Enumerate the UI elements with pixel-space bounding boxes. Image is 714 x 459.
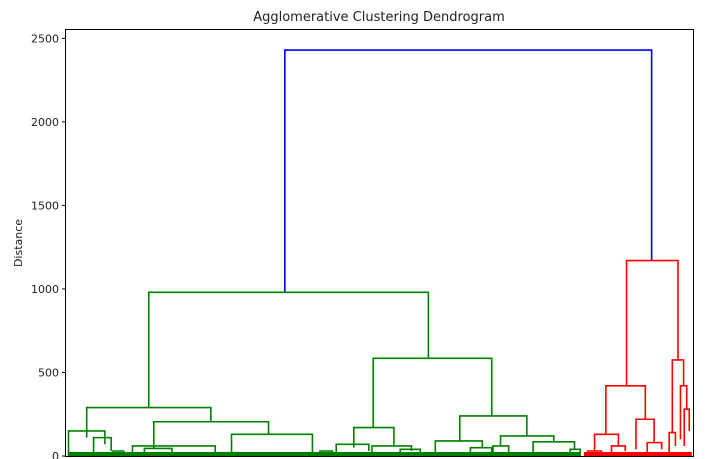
dendrogram-link xyxy=(131,445,217,456)
dendrogram-link xyxy=(499,435,555,446)
dendrogram-link xyxy=(668,431,677,456)
y-tick-label: 2000 xyxy=(31,116,59,129)
dendrogram-link xyxy=(226,451,241,456)
y-tick-label: 0 xyxy=(52,450,59,459)
dendrogram-link xyxy=(85,406,212,438)
dendrogram-link xyxy=(335,443,370,453)
dendrogram-link xyxy=(371,445,413,456)
dendrogram-link xyxy=(610,445,627,456)
dendrogram-link xyxy=(112,450,125,456)
dendrogram-link xyxy=(679,385,688,440)
dendrogram-link xyxy=(532,441,576,456)
dendrogram-link xyxy=(492,445,510,456)
dendrogram-link xyxy=(230,433,314,456)
dendrogram-link xyxy=(434,440,484,456)
dendrogram-link xyxy=(143,447,173,456)
dendrogram-link xyxy=(671,359,685,433)
dendrogram-link xyxy=(399,448,422,456)
dendrogram-link xyxy=(593,433,620,451)
dendrogram-link xyxy=(625,259,679,386)
plot-frame xyxy=(65,29,694,457)
dendrogram-link xyxy=(605,385,647,435)
dendrogram-link xyxy=(683,408,691,446)
y-tick-label: 2500 xyxy=(31,32,59,45)
dendrogram-link xyxy=(635,418,655,450)
dendrogram-link xyxy=(92,436,112,456)
dendrogram-link xyxy=(458,415,528,442)
dendrogram-link xyxy=(284,49,653,293)
dendrogram-link xyxy=(646,441,663,456)
y-axis-ticks: 0 500 1000 1500 2000 2500 xyxy=(31,32,66,459)
dendrogram-link xyxy=(569,448,581,456)
dendrogram-link xyxy=(152,420,270,449)
dendrogram-link xyxy=(469,446,493,456)
leaf-band xyxy=(583,452,692,456)
dendrogram-link xyxy=(372,357,493,428)
dendrogram-link xyxy=(586,450,603,456)
dendrogram-link xyxy=(352,426,395,448)
dendrogram-link xyxy=(319,450,334,456)
leaf-band xyxy=(68,452,581,456)
link-layer xyxy=(67,49,691,456)
y-axis-label: Distance xyxy=(12,219,25,267)
dendrogram-link xyxy=(147,291,430,408)
leaf-layer xyxy=(68,452,692,456)
y-tick-label: 500 xyxy=(38,366,59,379)
y-tick-label: 1500 xyxy=(31,199,59,212)
chart-title: Agglomerative Clustering Dendrogram xyxy=(253,10,505,25)
y-tick-label: 1000 xyxy=(31,283,59,296)
